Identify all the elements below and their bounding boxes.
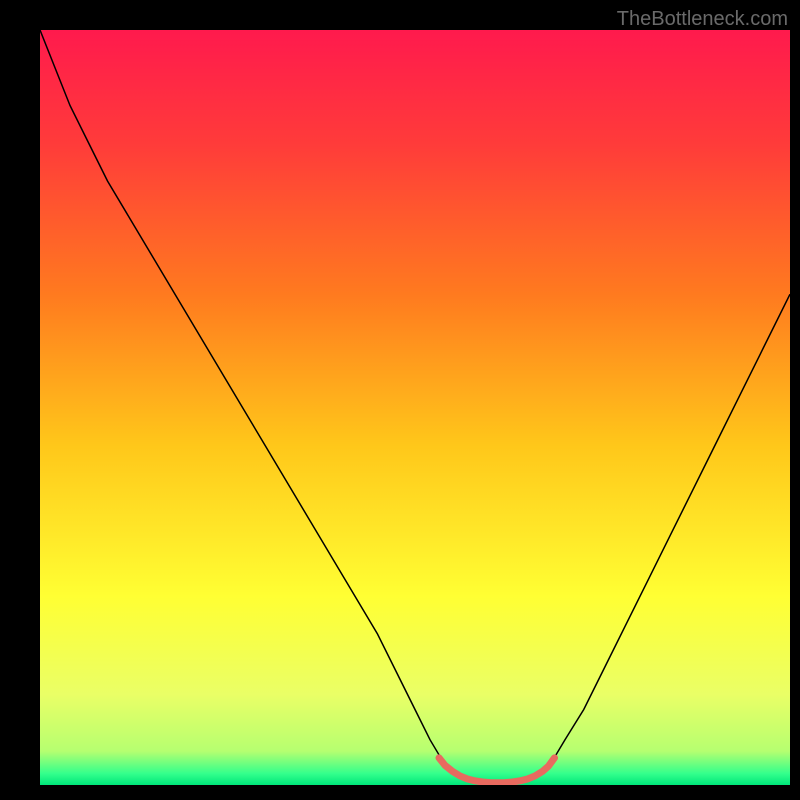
gradient-background [40,30,790,785]
watermark-text: TheBottleneck.com [617,8,788,31]
chart-plot-area [40,30,790,785]
chart-svg [40,30,790,785]
